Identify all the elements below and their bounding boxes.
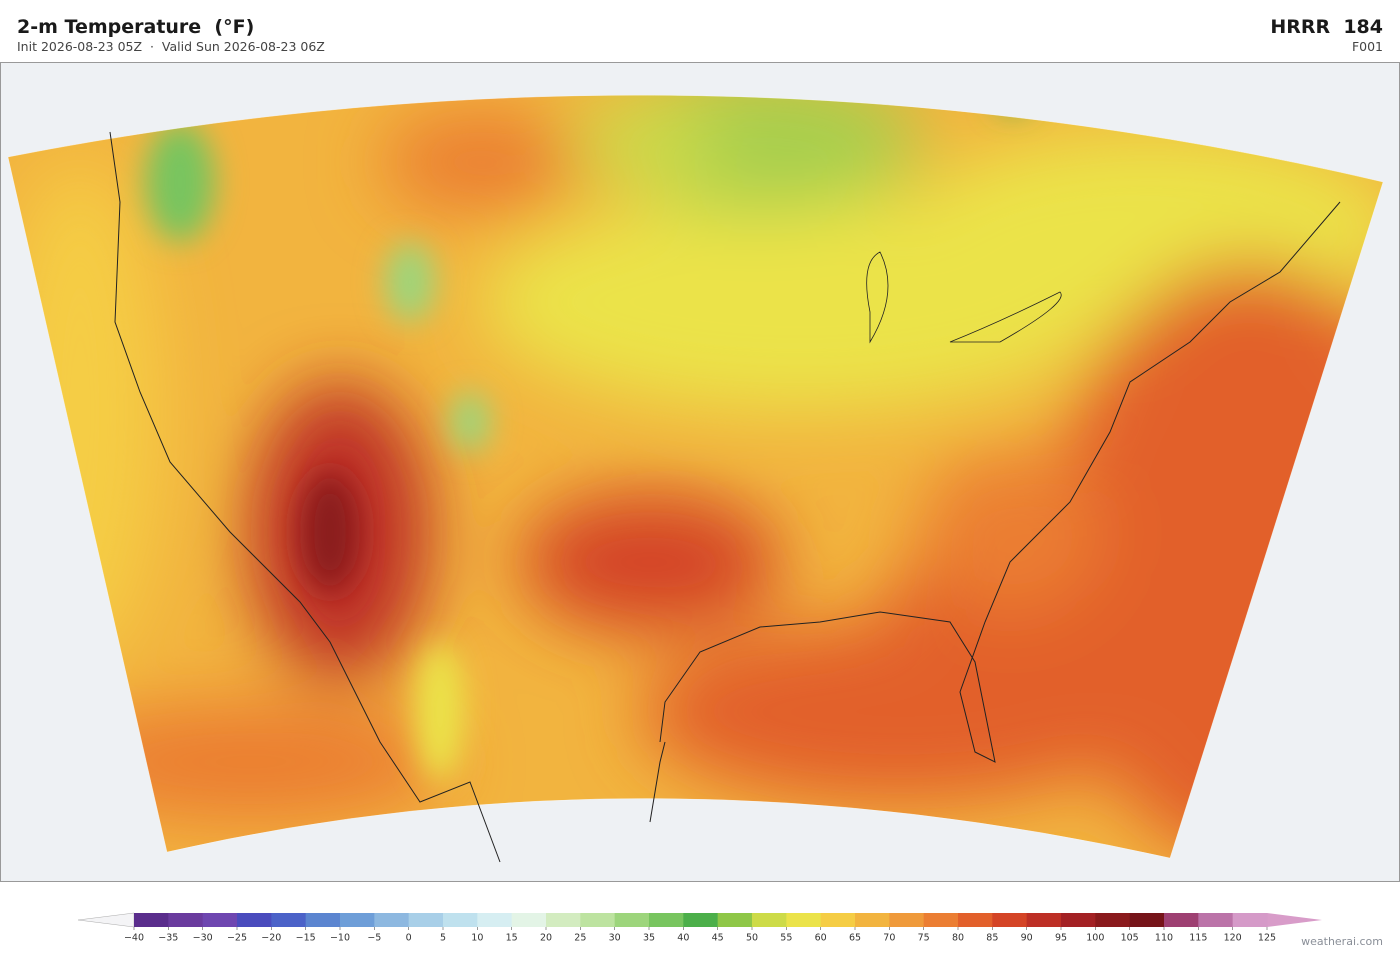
colorbar-under [77, 912, 135, 928]
colorbar-tick-label: −5 [367, 933, 381, 944]
colorbar-bin [237, 913, 272, 927]
colorbar-bin [580, 913, 616, 927]
colorbar-bin [271, 913, 307, 927]
colorbar-tick-label: 30 [609, 933, 621, 944]
colorbar-bin [992, 913, 1028, 927]
colorbar-tick-label: −15 [296, 933, 316, 944]
colorbar-tick-label: −30 [193, 933, 213, 944]
colorbar-tick-label: 0 [406, 933, 412, 944]
colorbar-tick-label: −10 [330, 933, 350, 944]
colorbar-tick-label: −20 [261, 933, 281, 944]
colorbar-bin [923, 913, 959, 927]
title: 2-m Temperature (°F) [17, 16, 255, 38]
colorbar-tick-label: −40 [124, 933, 144, 944]
colorbar-tick-label: 85 [986, 933, 998, 944]
colorbar-bin [1129, 913, 1165, 927]
colorbar-bin [134, 913, 169, 927]
colorbar-tick-label: 10 [471, 933, 483, 944]
colorbar-tick-label: 50 [746, 933, 758, 944]
colorbar-tick-label: 90 [1021, 933, 1033, 944]
colorbar: −40 −35 −30 −25 −20 −15 −10 −5 0 5 10 15 20 25 30 35 40 4… [77, 912, 1322, 944]
map [0, 62, 1400, 882]
colorbar-tick-label: 110 [1155, 933, 1173, 944]
colorbar-tick-label: 15 [506, 933, 518, 944]
colorbar-tick-label: 25 [574, 933, 586, 944]
coastlines [109, 131, 1341, 863]
colorbar-tick-label: 45 [712, 933, 724, 944]
colorbar-tick-label: 100 [1086, 933, 1104, 944]
colorbar-tick-label: 75 [918, 933, 930, 944]
colorbar-bin [168, 913, 204, 927]
subtitle: Init 2026-08-23 05Z · Valid Sun 2026-08-… [17, 39, 325, 54]
colorbar-tick-label: 65 [849, 933, 861, 944]
colorbar-bin [614, 913, 650, 927]
colorbar-bin [408, 913, 444, 927]
colorbar-tick-label: −25 [227, 933, 247, 944]
colorbar-tick-label: 35 [643, 933, 655, 944]
colorbar-bin [1164, 913, 1199, 927]
colorbar-bin [958, 913, 993, 927]
colorbar-bin [1026, 913, 1062, 927]
colorbar-bin [1061, 913, 1096, 927]
colorbar-bin [374, 913, 410, 927]
colorbar-bin [889, 913, 925, 927]
colorbar-over [1267, 913, 1322, 927]
colorbar-bin [752, 913, 787, 927]
colorbar-tick-label: 115 [1189, 933, 1207, 944]
colorbar-bin [202, 913, 238, 927]
colorbar-tick-label: −35 [158, 933, 178, 944]
colorbar-tick-label: 20 [540, 933, 552, 944]
colorbar-tick-label: 105 [1121, 933, 1139, 944]
colorbar-bin [1198, 913, 1234, 927]
colorbar-bin [1095, 913, 1131, 927]
colorbar-bin [340, 913, 375, 927]
model-label: HRRR 184 [1270, 16, 1383, 38]
colorbar-bin [855, 913, 890, 927]
colorbar-tick-label: 80 [952, 933, 964, 944]
credit: weatherai.com [1301, 935, 1383, 948]
colorbar-bin [305, 913, 341, 927]
colorbar-tick-label: 60 [815, 933, 827, 944]
colorbar-tick-label: 70 [883, 933, 895, 944]
colorbar-tick-label: 55 [780, 933, 792, 944]
colorbar-bin [717, 913, 753, 927]
colorbar-bin [683, 913, 719, 927]
colorbar-bin [443, 913, 478, 927]
colorbar-tick-label: 40 [677, 933, 689, 944]
colorbar-tick-label: 120 [1224, 933, 1242, 944]
colorbar-bin [649, 913, 684, 927]
colorbar-tick-label: 95 [1055, 933, 1067, 944]
colorbar-bin [546, 913, 581, 927]
colorbar-tick-label: 5 [440, 933, 446, 944]
forecast-hour: F001 [1351, 39, 1383, 54]
temperature-field [8, 95, 1383, 859]
colorbar-bin [786, 913, 822, 927]
colorbar-bin [1232, 913, 1268, 927]
colorbar-bin [511, 913, 547, 927]
colorbar-bin [820, 913, 856, 927]
colorbar-bin [477, 913, 513, 927]
colorbar-tick-label: 125 [1258, 933, 1276, 944]
